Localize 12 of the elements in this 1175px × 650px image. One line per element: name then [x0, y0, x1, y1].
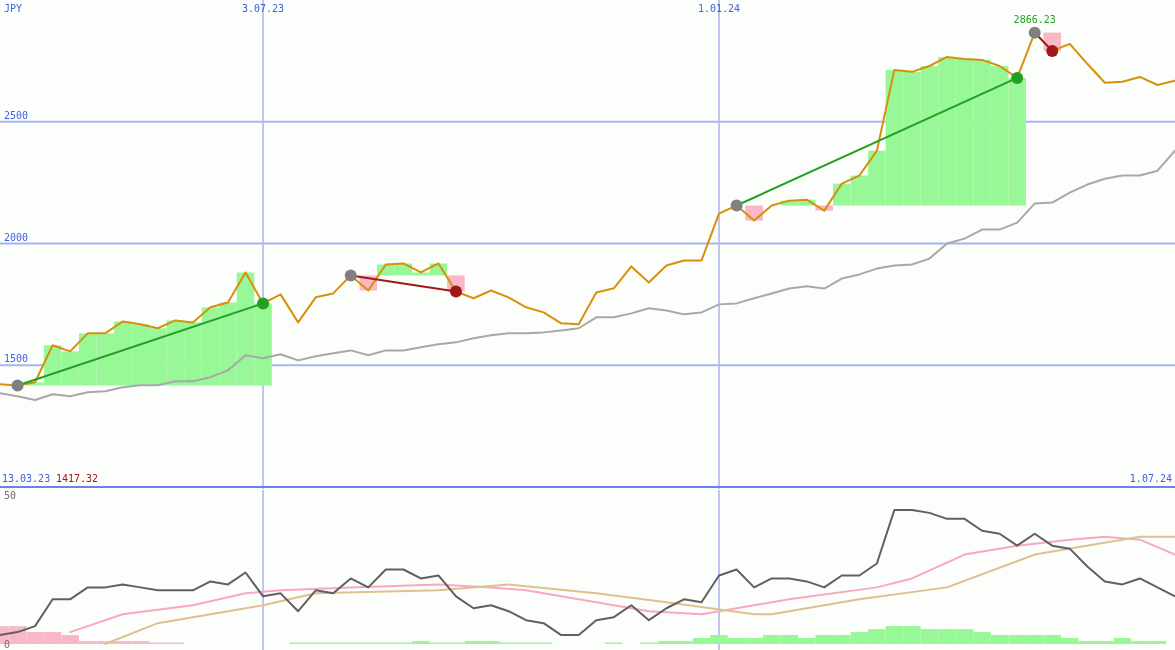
y-tick-label: 0 [4, 638, 11, 650]
annotation: 1417.32 [56, 473, 99, 484]
y-axis-title: JPY [4, 3, 23, 14]
x-tick-label: 3.07.23 [241, 3, 285, 14]
y-tick-label: 50 [4, 489, 17, 501]
x-tick-label: 1.01.24 [697, 3, 741, 14]
y-tick-label: 2000 [4, 231, 29, 243]
annotation: 13.03.23 [2, 473, 51, 484]
y-tick-label: 2500 [4, 109, 29, 121]
y-tick-label: 1500 [4, 353, 29, 365]
annotation: 1.07.24 [1129, 473, 1172, 484]
annotation: 2866.23 [1013, 13, 1056, 25]
